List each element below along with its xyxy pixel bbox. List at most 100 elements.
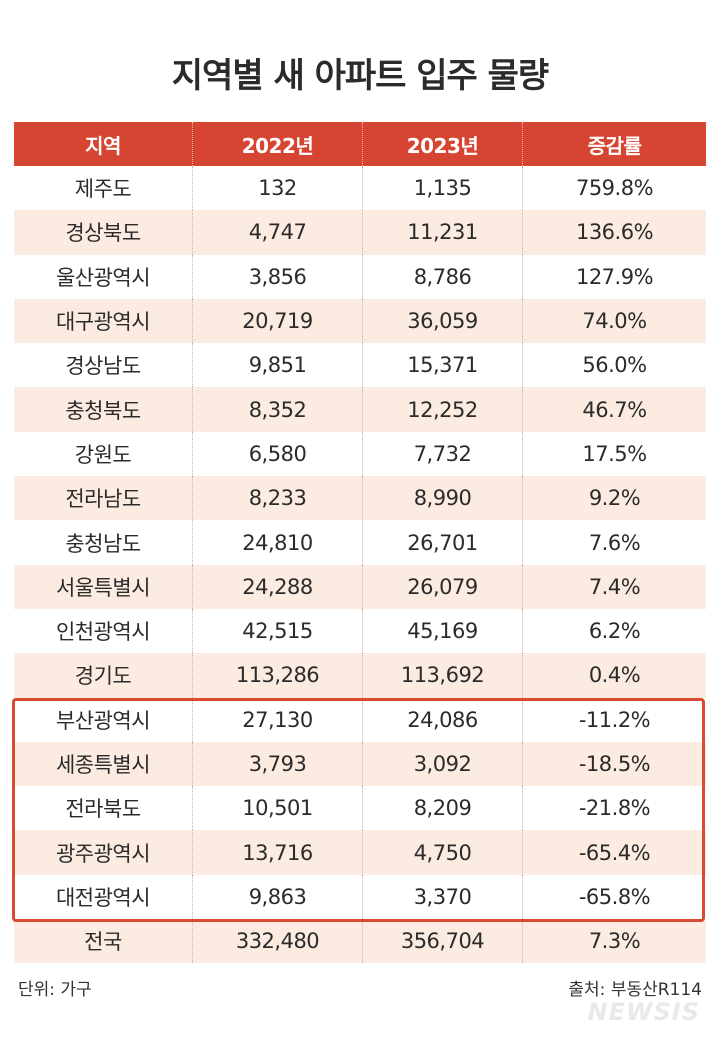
cell-value-2022: 27,130 (192, 697, 362, 742)
cell-value-2023: 3,370 (362, 874, 522, 920)
cell-change-rate: 17.5% (522, 431, 706, 477)
cell-change-rate: 0.4% (522, 653, 706, 698)
cell-change-rate: -65.8% (522, 874, 706, 920)
cell-value-2023: 45,169 (362, 608, 522, 654)
cell-change-rate: -18.5% (522, 741, 706, 787)
table-row: 전라북도 10,501 8,209 -21.8% (14, 786, 706, 831)
total-2022: 332,480 (192, 919, 362, 964)
header-cell-2022: 2022년 (192, 122, 362, 166)
cell-value-2023: 8,786 (362, 254, 522, 299)
cell-value-2023: 12,252 (362, 387, 522, 432)
cell-region: 경상남도 (65, 354, 141, 379)
table-row: 대전광역시 9,863 3,370 -65.8% (14, 874, 706, 920)
data-table: 지역 2022년 2023년 증감률 제주도 132 1,135 759.8% 경상북도… (14, 122, 706, 964)
cell-region: 경기도 (74, 664, 132, 689)
cell-change-rate: -65.4% (522, 830, 706, 875)
table-row: 부산광역시 27,130 24,086 -11.2% (14, 697, 706, 742)
cell-value-2022: 13,716 (192, 830, 362, 875)
header-cell-change-rate: 증감률 (522, 122, 706, 166)
cell-value-2022: 10,501 (192, 786, 362, 831)
cell-value-2023: 7,732 (362, 431, 522, 477)
cell-value-2022: 20,719 (192, 298, 362, 344)
newsis-watermark-logo: NEWSIS (587, 998, 700, 1026)
cell-value-2022: 3,793 (192, 741, 362, 787)
cell-value-2022: 9,851 (192, 343, 362, 388)
cell-value-2022: 9,863 (192, 874, 362, 920)
cell-region: 인천광역시 (55, 620, 151, 645)
cell-value-2022: 24,288 (192, 564, 362, 609)
table-row: 충청북도 8,352 12,252 46.7% (14, 387, 706, 432)
table-row: 경상북도 4,747 11,231 136.6% (14, 210, 706, 255)
cell-region: 충청북도 (65, 398, 141, 423)
cell-value-2023: 1,135 (362, 166, 522, 211)
cell-change-rate: 9.2% (522, 476, 706, 521)
cell-value-2023: 36,059 (362, 298, 522, 344)
cell-value-2023: 24,086 (362, 697, 522, 742)
cell-value-2023: 8,990 (362, 476, 522, 521)
table-row: 전라남도 8,233 8,990 9.2% (14, 476, 706, 521)
table-row: 충청남도 24,810 26,701 7.6% (14, 520, 706, 565)
cell-region: 서울특별시 (55, 575, 151, 600)
cell-change-rate: -11.2% (522, 697, 706, 742)
cell-region: 대구광역시 (55, 310, 151, 335)
cell-region: 제주도 (74, 177, 132, 202)
table-header-row: 지역 2022년 2023년 증감률 (14, 122, 706, 166)
table-total-row: 전국 332,480 356,704 7.3% (14, 919, 706, 964)
cell-change-rate: 7.4% (522, 564, 706, 609)
cell-value-2023: 26,079 (362, 564, 522, 609)
cell-value-2022: 42,515 (192, 608, 362, 654)
cell-region: 경상북도 (65, 221, 141, 246)
cell-value-2022: 24,810 (192, 520, 362, 565)
cell-region: 울산광역시 (55, 265, 151, 290)
cell-value-2023: 4,750 (362, 830, 522, 875)
cell-change-rate: 74.0% (522, 298, 706, 344)
cell-region: 광주광역시 (55, 841, 151, 866)
cell-value-2023: 8,209 (362, 786, 522, 831)
cell-change-rate: -21.8% (522, 786, 706, 831)
cell-change-rate: 56.0% (522, 343, 706, 388)
cell-value-2022: 8,352 (192, 387, 362, 432)
cell-region: 충청남도 (65, 531, 141, 556)
cell-value-2022: 6,580 (192, 431, 362, 477)
total-2023: 356,704 (362, 919, 522, 964)
table-row: 울산광역시 3,856 8,786 127.9% (14, 254, 706, 299)
table-row: 경상남도 9,851 15,371 56.0% (14, 343, 706, 388)
header-cell-region: 지역 (85, 133, 121, 158)
cell-value-2022: 8,233 (192, 476, 362, 521)
total-region: 전국 (84, 930, 122, 955)
table-row: 서울특별시 24,288 26,079 7.4% (14, 564, 706, 609)
cell-change-rate: 136.6% (522, 210, 706, 255)
cell-region: 전라남도 (65, 487, 141, 512)
cell-change-rate: 759.8% (522, 166, 706, 211)
cell-change-rate: 127.9% (522, 254, 706, 299)
cell-value-2023: 15,371 (362, 343, 522, 388)
page-title: 지역별 새 아파트 입주 물량 (171, 56, 549, 96)
cell-value-2023: 11,231 (362, 210, 522, 255)
cell-value-2023: 3,092 (362, 741, 522, 787)
cell-region: 대전광역시 (55, 885, 151, 910)
cell-value-2022: 4,747 (192, 210, 362, 255)
table-row: 세종특별시 3,793 3,092 -18.5% (14, 741, 706, 787)
cell-change-rate: 6.2% (522, 608, 706, 654)
cell-change-rate: 7.6% (522, 520, 706, 565)
table-row: 강원도 6,580 7,732 17.5% (14, 431, 706, 477)
cell-value-2022: 132 (192, 166, 362, 211)
table-row: 대구광역시 20,719 36,059 74.0% (14, 298, 706, 344)
source-note: 출처: 부동산R114 (568, 980, 702, 1000)
cell-region: 부산광역시 (55, 708, 151, 733)
header-cell-2023: 2023년 (362, 122, 522, 166)
cell-region: 강원도 (74, 442, 132, 467)
cell-change-rate: 46.7% (522, 387, 706, 432)
cell-value-2022: 113,286 (192, 653, 362, 698)
total-change-rate: 7.3% (522, 919, 706, 964)
cell-region: 세종특별시 (55, 753, 151, 777)
table-row: 인천광역시 42,515 45,169 6.2% (14, 608, 706, 654)
cell-value-2023: 26,701 (362, 520, 522, 565)
cell-region: 전라북도 (65, 797, 141, 822)
table-row: 광주광역시 13,716 4,750 -65.4% (14, 830, 706, 875)
cell-value-2023: 113,692 (362, 653, 522, 698)
table-row: 제주도 132 1,135 759.8% (14, 166, 706, 211)
cell-value-2022: 3,856 (192, 254, 362, 299)
table-row: 경기도 113,286 113,692 0.4% (14, 653, 706, 698)
unit-note: 단위: 가구 (18, 980, 92, 1000)
